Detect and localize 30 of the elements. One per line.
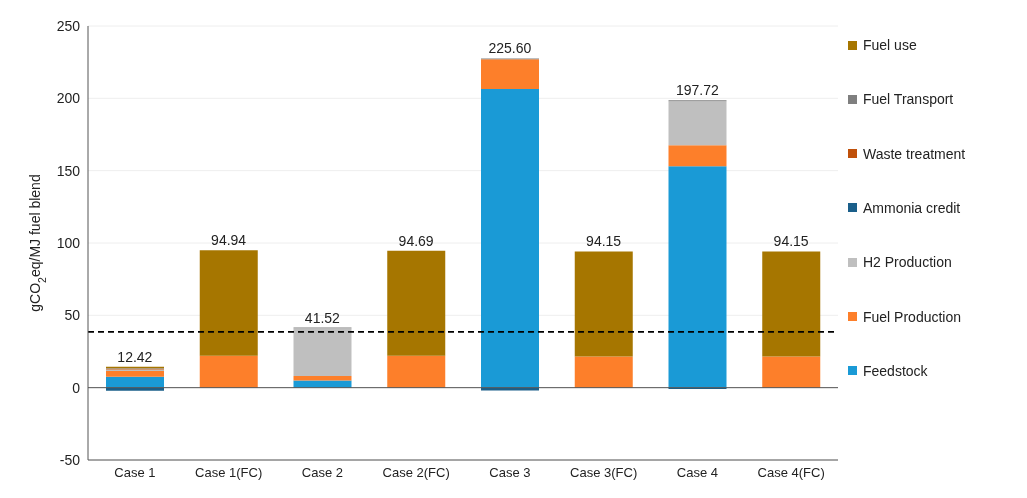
total-label: 94.69: [398, 232, 434, 249]
y-tick-label: 50: [64, 307, 81, 324]
total-label: 94.94: [211, 232, 247, 249]
x-tick-label: Case 4(FC): [757, 465, 825, 481]
total-label: 197.72: [675, 82, 719, 99]
total-label: 94.15: [586, 233, 622, 250]
x-tick-label: Case 2(FC): [382, 465, 450, 481]
total-label: 225.60: [488, 40, 532, 57]
total-label: 12.42: [117, 348, 153, 365]
legend-label: Fuel Transport: [863, 91, 954, 108]
legend-label: Fuel Production: [863, 308, 962, 325]
legend-label: Fuel use: [863, 37, 917, 54]
y-tick-label: -50: [59, 451, 81, 468]
y-tick-label: 250: [56, 17, 81, 34]
total-label: 41.52: [304, 309, 341, 326]
y-tick-label: 100: [56, 234, 81, 251]
legend-label: Waste treatment: [863, 145, 966, 162]
x-tick-label: Case 4: [676, 465, 718, 481]
legend-label: Feedstock: [863, 362, 928, 379]
total-label: 94.15: [773, 233, 809, 250]
x-tick-label: Case 3(FC): [570, 465, 638, 481]
x-tick-label: Case 1: [114, 465, 156, 481]
x-tick-label: Case 1(FC): [195, 465, 263, 481]
legend-label: H2 Production: [863, 254, 952, 271]
y-tick-label: 0: [72, 379, 81, 396]
x-tick-label: Case 2: [301, 465, 343, 481]
y-tick-label: 150: [56, 162, 81, 179]
y-tick-label: 200: [56, 90, 81, 107]
legend-label: Ammonia credit: [863, 199, 961, 216]
x-tick-label: Case 3: [489, 465, 531, 481]
